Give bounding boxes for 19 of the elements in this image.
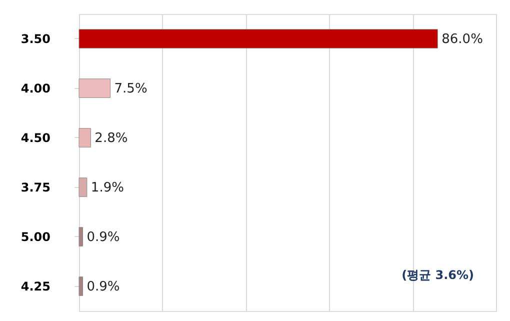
data-label: 86.0% <box>442 32 483 47</box>
y-tick-label: 4.00 <box>20 81 50 96</box>
bar <box>78 227 84 246</box>
data-label: 0.9% <box>86 279 120 294</box>
y-tick-label: 3.50 <box>20 32 50 46</box>
bar <box>78 78 111 98</box>
y-tick-label: 5.00 <box>20 230 50 244</box>
y-tick-label: 4.25 <box>20 279 50 294</box>
annotation: (평균 3.6%) <box>402 268 474 282</box>
bar <box>78 178 88 197</box>
y-tick-label: 3.75 <box>20 180 50 194</box>
bar <box>78 29 438 48</box>
data-label: 7.5% <box>114 81 148 96</box>
data-label: 1.9% <box>90 180 124 196</box>
data-label: 2.8% <box>94 130 128 146</box>
y-tick-label: 4.50 <box>20 130 50 145</box>
data-label: 0.9% <box>86 230 120 245</box>
bar <box>78 276 84 296</box>
bar <box>78 128 91 148</box>
